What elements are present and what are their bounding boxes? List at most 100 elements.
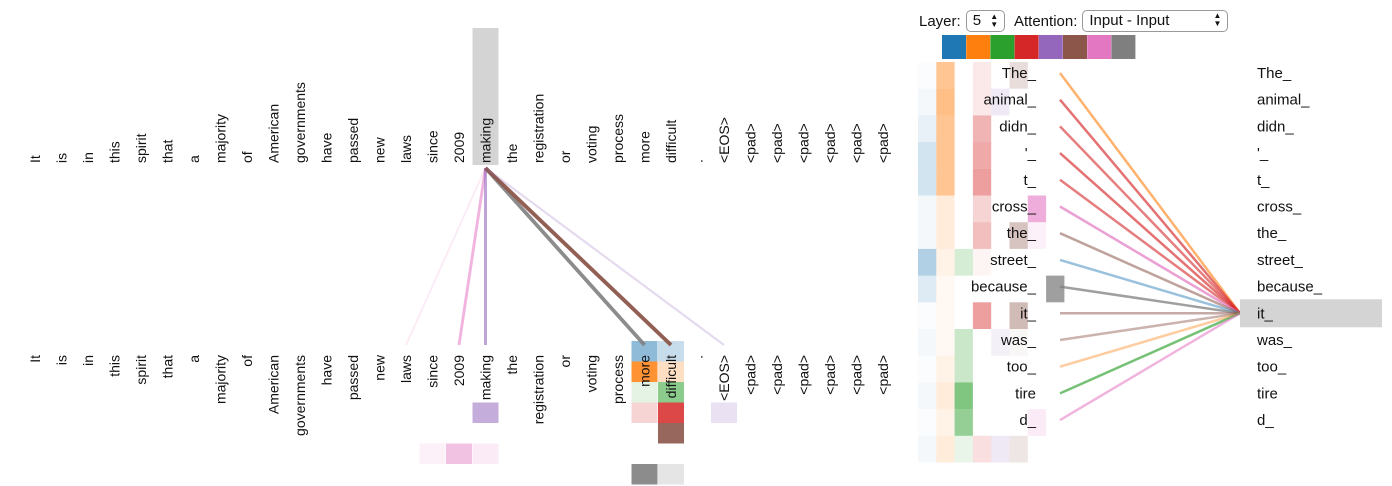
top-token[interactable]: <pad> (769, 123, 785, 163)
target-token[interactable]: because_ (1257, 279, 1323, 296)
source-token[interactable]: street_ (990, 252, 1037, 269)
bottom-token[interactable]: voting (584, 355, 600, 392)
target-token[interactable]: too_ (1257, 359, 1287, 376)
source-token[interactable]: the_ (1007, 225, 1037, 242)
bottom-token[interactable]: American (266, 355, 282, 414)
head-swatch[interactable] (1038, 35, 1063, 59)
top-token[interactable]: more (637, 131, 653, 163)
head-swatch[interactable] (966, 35, 991, 59)
bottom-token[interactable]: spirit (133, 355, 149, 385)
top-token[interactable]: is (54, 153, 70, 163)
source-token[interactable]: d_ (1019, 412, 1036, 429)
target-token[interactable]: t_ (1257, 172, 1270, 189)
top-token[interactable]: or (557, 150, 573, 163)
top-token[interactable]: of (239, 151, 255, 163)
source-token[interactable]: t_ (1023, 172, 1036, 189)
head-swatch[interactable] (1014, 35, 1039, 59)
top-token[interactable]: since (425, 130, 441, 163)
top-token[interactable]: have (319, 132, 335, 163)
head-swatch[interactable] (990, 35, 1015, 59)
bottom-token[interactable]: difficult (663, 355, 679, 398)
bottom-token[interactable]: this (107, 355, 123, 377)
bottom-token[interactable]: governments (292, 355, 308, 436)
bottom-token[interactable]: 2009 (451, 355, 467, 386)
source-token[interactable]: because_ (971, 279, 1037, 296)
source-token[interactable]: didn_ (999, 118, 1036, 135)
bottom-token[interactable]: <pad> (875, 355, 891, 395)
top-token[interactable]: <EOS> (716, 117, 732, 163)
bottom-token[interactable]: . (690, 355, 706, 359)
bottom-token[interactable]: <pad> (796, 355, 812, 395)
bottom-token[interactable]: <pad> (743, 355, 759, 395)
head-color-swatches[interactable] (942, 35, 1136, 59)
top-token[interactable]: <pad> (743, 123, 759, 163)
top-token[interactable]: the (504, 143, 520, 163)
target-token[interactable]: the_ (1257, 225, 1287, 242)
top-token[interactable]: <pad> (875, 123, 891, 163)
target-token[interactable]: The_ (1257, 65, 1292, 82)
bottom-token[interactable]: passed (345, 355, 361, 400)
bottom-token[interactable]: or (557, 355, 573, 368)
source-token[interactable]: tire (1015, 385, 1036, 402)
head-swatch[interactable] (1111, 35, 1136, 59)
target-token[interactable]: tire (1257, 385, 1278, 402)
top-token[interactable]: American (266, 104, 282, 163)
target-token[interactable]: didn_ (1257, 118, 1294, 135)
bottom-token[interactable]: a (186, 355, 202, 363)
target-token[interactable]: d_ (1257, 412, 1274, 429)
top-token[interactable]: laws (398, 135, 414, 163)
right-target-tokens[interactable]: The_ animal_ didn_ '_ t_ cross_ the_ street_bec… (1240, 65, 1382, 429)
right-source-tokens[interactable]: The_ animal_ didn_ '_ t_ cross_ the_ street_bec… (971, 65, 1037, 429)
top-token[interactable]: registration (531, 94, 547, 163)
bottom-token[interactable]: in (80, 355, 96, 366)
bottom-token[interactable]: It (27, 355, 43, 363)
top-token[interactable]: difficult (663, 120, 679, 163)
source-token[interactable]: was_ (1000, 332, 1037, 349)
top-token[interactable]: a (186, 155, 202, 163)
bottom-token[interactable]: <pad> (769, 355, 785, 395)
top-token[interactable]: new (372, 136, 388, 163)
top-token[interactable]: <pad> (796, 123, 812, 163)
top-token[interactable]: <pad> (822, 123, 838, 163)
top-token[interactable]: passed (345, 118, 361, 163)
bottom-token[interactable]: <pad> (849, 355, 865, 395)
top-token[interactable]: voting (584, 126, 600, 163)
left-bottom-tokens[interactable]: It is in this spirit that a majority of American g… (27, 354, 891, 436)
top-token[interactable]: governments (292, 82, 308, 163)
source-token[interactable]: it_ (1020, 305, 1037, 322)
top-token[interactable]: that (160, 140, 176, 163)
target-token[interactable]: it_ (1257, 305, 1274, 322)
head-swatch[interactable] (1087, 35, 1112, 59)
target-token[interactable]: was_ (1256, 332, 1293, 349)
target-token[interactable]: animal_ (1257, 92, 1310, 109)
source-token[interactable]: animal_ (983, 92, 1036, 109)
bottom-token[interactable]: registration (531, 355, 547, 424)
source-token[interactable]: The_ (1002, 65, 1037, 82)
source-token[interactable]: '_ (1025, 145, 1037, 162)
bottom-token[interactable]: is (54, 355, 70, 365)
target-token[interactable]: street_ (1257, 252, 1304, 269)
bottom-token[interactable]: process (610, 355, 626, 404)
bottom-token[interactable]: the (504, 355, 520, 375)
left-top-tokens[interactable]: It is in this spirit that a majority of American g… (27, 28, 891, 165)
bottom-token[interactable]: have (319, 355, 335, 386)
top-token[interactable]: majority (213, 114, 229, 163)
top-token[interactable]: <pad> (849, 123, 865, 163)
top-token[interactable]: process (610, 114, 626, 163)
bottom-token[interactable]: <EOS> (716, 355, 732, 401)
top-token[interactable]: making (478, 118, 494, 163)
top-token[interactable]: 2009 (451, 132, 467, 163)
attention-select[interactable]: Input - Input ▲ ▼ (1082, 10, 1229, 32)
layer-select[interactable]: 5 ▲ ▼ (965, 10, 1006, 32)
bottom-token[interactable]: laws (398, 355, 414, 383)
top-token[interactable]: . (690, 159, 706, 163)
target-token[interactable]: cross_ (1257, 199, 1302, 216)
top-token[interactable]: in (80, 152, 96, 163)
bottom-token[interactable]: majority (213, 355, 229, 404)
top-token[interactable]: this (107, 141, 123, 163)
top-token[interactable]: It (27, 155, 43, 163)
source-token[interactable]: too_ (1007, 359, 1037, 376)
head-swatch[interactable] (1063, 35, 1087, 59)
bottom-token[interactable]: since (425, 355, 441, 388)
bottom-token[interactable]: new (372, 354, 388, 381)
